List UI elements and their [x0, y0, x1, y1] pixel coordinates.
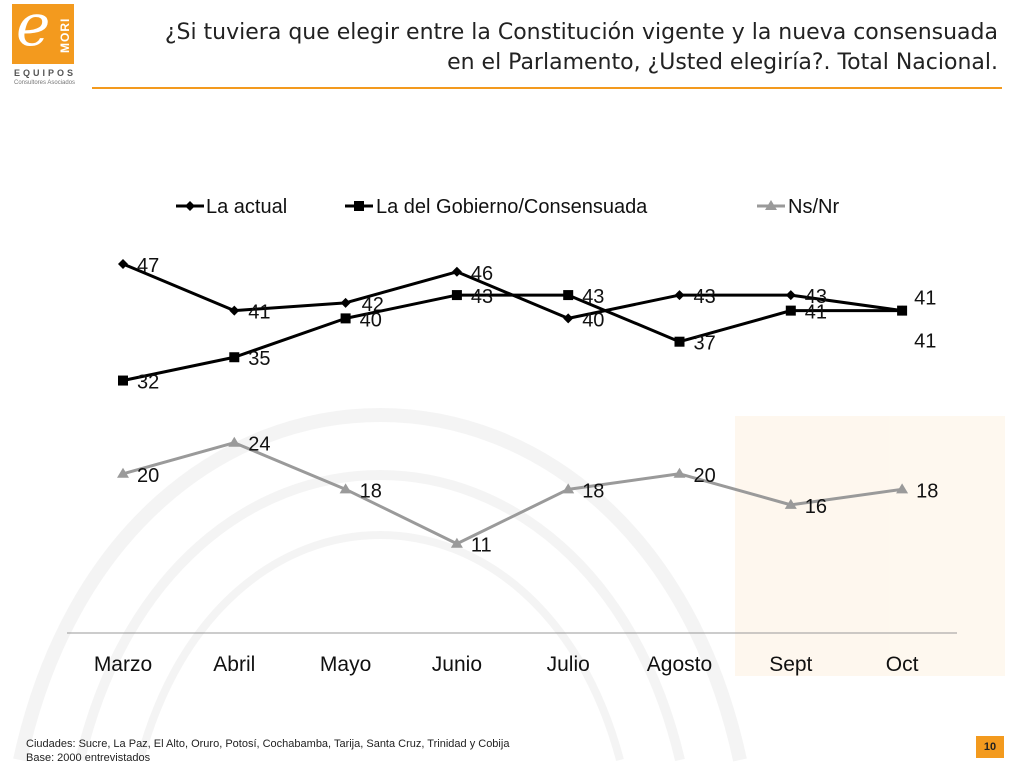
data-point-diamond — [340, 297, 351, 308]
data-point-triangle — [673, 467, 686, 478]
x-tick-label: Oct — [886, 653, 919, 676]
data-point-square — [451, 290, 462, 301]
data-point-diamond — [229, 305, 240, 316]
data-label: 16 — [805, 496, 827, 518]
data-label: 40 — [360, 309, 382, 331]
data-point-square — [674, 336, 685, 347]
data-point-triangle — [450, 537, 463, 548]
series-line-2 — [122, 293, 903, 383]
footer-notes: Ciudades: Sucre, La Paz, El Alto, Oruro,… — [26, 737, 509, 765]
company-logo: e MORI EQUIPOS Consultores Asociados — [12, 0, 84, 88]
data-label: 43 — [805, 286, 827, 308]
data-point-diamond — [451, 266, 462, 277]
data-label: 43 — [582, 286, 604, 308]
data-point-triangle — [784, 498, 797, 509]
data-label: 35 — [248, 348, 270, 370]
logo-letter: e — [16, 0, 51, 59]
data-label: 46 — [471, 263, 493, 285]
data-label: 47 — [137, 255, 159, 277]
data-label: 20 — [694, 465, 716, 487]
data-label: 41 — [914, 288, 936, 310]
footer-base: Base: 2000 entrevistados — [26, 752, 151, 764]
page-title: ¿Si tuviera que elegir entre la Constitu… — [164, 20, 998, 75]
x-tick-label: Julio — [547, 653, 590, 676]
legend-label: Ns/Nr — [788, 196, 839, 218]
data-point-square — [229, 352, 240, 363]
legend-marker-triangle — [765, 200, 777, 210]
data-point-square — [118, 375, 128, 386]
footer-cities: Ciudades: Sucre, La Paz, El Alto, Oruro,… — [26, 738, 510, 750]
data-label: 40 — [582, 309, 604, 331]
data-label: 37 — [694, 333, 716, 355]
data-label: 18 — [582, 480, 604, 502]
data-label: 18 — [360, 480, 382, 502]
data-label: 43 — [694, 286, 716, 308]
data-point-square — [785, 305, 796, 316]
data-label: 20 — [137, 465, 159, 487]
data-point-square — [563, 290, 574, 301]
data-point-triangle — [339, 483, 352, 494]
data-label: 41 — [805, 302, 827, 324]
data-label: 43 — [471, 286, 493, 308]
legend-marker-diamond — [185, 201, 195, 211]
logo-equipos: EQUIPOS — [14, 68, 77, 78]
x-tick-label: Marzo — [94, 653, 152, 676]
data-label: 41 — [914, 331, 936, 353]
data-point-diamond — [118, 259, 128, 269]
data-point-triangle — [562, 483, 575, 494]
series-line-1 — [122, 262, 903, 320]
x-tick-label: Mayo — [320, 653, 371, 676]
x-tick-label: Abril — [213, 653, 255, 676]
data-label: 11 — [471, 535, 492, 557]
legend-label: La actual — [206, 196, 287, 218]
data-point-square — [340, 313, 351, 324]
logo-box — [12, 4, 74, 64]
x-tick-label: Sept — [769, 653, 812, 676]
data-point-triangle — [896, 483, 909, 494]
data-point-triangle — [228, 436, 241, 447]
x-tick-label: Junio — [432, 653, 482, 676]
title-divider — [92, 87, 1002, 89]
series-line-3 — [122, 441, 903, 546]
data-point-square — [897, 305, 908, 316]
data-label: 18 — [916, 480, 938, 502]
legend-marker-square — [354, 201, 364, 211]
data-label: 24 — [248, 434, 270, 456]
legend-label: La del Gobierno/Consensuada — [376, 196, 648, 218]
data-point-diamond — [563, 313, 574, 324]
data-label: 41 — [248, 302, 270, 324]
data-label: 32 — [137, 372, 159, 394]
data-point-diamond — [785, 290, 796, 301]
page-number: 10 — [976, 736, 1004, 758]
logo-consultores: Consultores Asociados — [14, 80, 76, 86]
data-point-diamond — [674, 290, 685, 301]
data-point-triangle — [117, 467, 129, 478]
x-tick-label: Agosto — [647, 653, 712, 676]
